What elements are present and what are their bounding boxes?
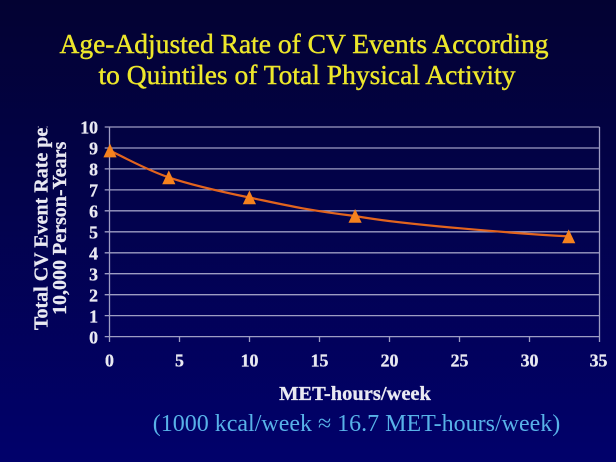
svg-text:10: 10 [241, 351, 259, 371]
svg-text:2: 2 [89, 285, 98, 305]
svg-text:Total CV Event Rate per: Total CV Event Rate per [31, 119, 53, 330]
svg-text:10,000 Person-Years: 10,000 Person-Years [49, 141, 71, 315]
svg-text:4: 4 [89, 244, 98, 264]
svg-text:Age-Adjusted Rate of CV Events: Age-Adjusted Rate of CV Events According [59, 28, 548, 59]
svg-text:(1000 kcal/week ≈ 16.7 MET-hou: (1000 kcal/week ≈ 16.7 MET-hours/week) [153, 411, 561, 437]
svg-text:35: 35 [590, 351, 608, 371]
svg-text:0: 0 [89, 327, 98, 347]
svg-text:10: 10 [80, 118, 98, 138]
svg-text:20: 20 [381, 351, 399, 371]
svg-text:to Quintiles of Total Physical: to Quintiles of Total Physical Activity [99, 59, 516, 90]
svg-text:0: 0 [105, 351, 114, 371]
svg-text:MET-hours/week: MET-hours/week [279, 383, 431, 405]
svg-text:30: 30 [521, 351, 539, 371]
svg-text:7: 7 [89, 181, 98, 201]
svg-text:6: 6 [89, 202, 98, 222]
svg-text:25: 25 [451, 351, 469, 371]
svg-text:9: 9 [89, 139, 98, 159]
svg-text:3: 3 [89, 264, 98, 284]
svg-text:5: 5 [89, 223, 98, 243]
svg-text:1: 1 [89, 306, 98, 326]
svg-text:15: 15 [311, 351, 329, 371]
svg-text:5: 5 [175, 351, 184, 371]
svg-text:8: 8 [89, 160, 98, 180]
